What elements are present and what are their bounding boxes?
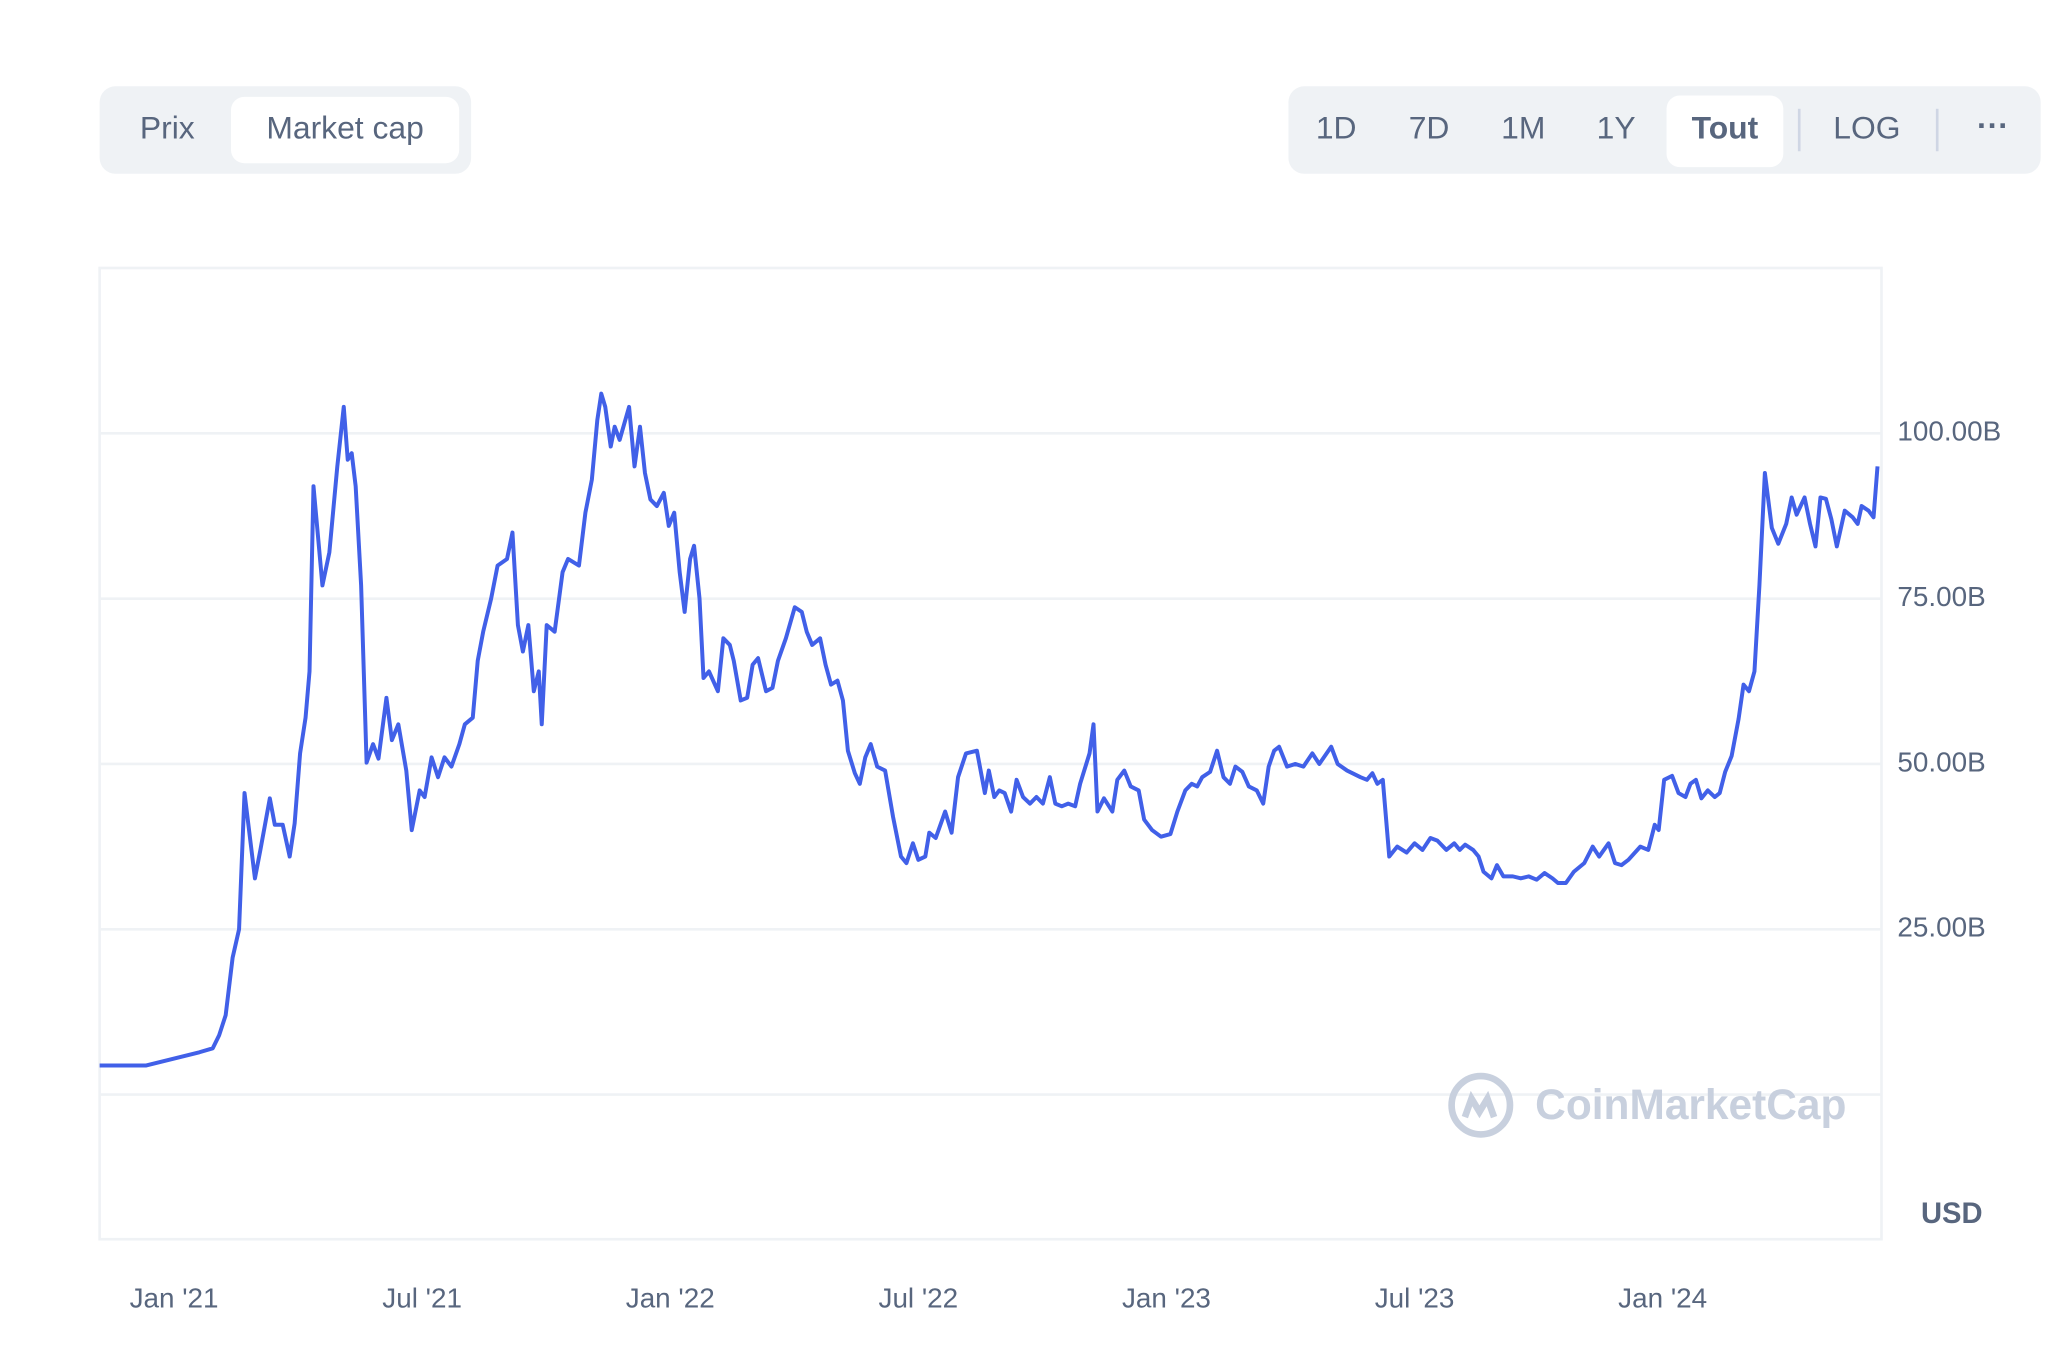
plot-frame bbox=[98, 266, 1883, 1241]
range-button[interactable]: LOG bbox=[1833, 109, 1900, 145]
range-button[interactable]: 7D bbox=[1409, 109, 1450, 145]
watermark: CoinMarketCap bbox=[1535, 1081, 1846, 1128]
range-button[interactable]: 1M bbox=[1501, 109, 1545, 145]
active-tab bbox=[230, 96, 460, 164]
x-tick-label: Jul '22 bbox=[879, 1283, 959, 1314]
tab-button[interactable]: Market cap bbox=[266, 109, 423, 145]
x-tick-label: Jan '22 bbox=[626, 1283, 715, 1314]
y-tick-label: 50.00B bbox=[1897, 746, 1985, 777]
currency-label: USD bbox=[1921, 1198, 1983, 1230]
range-button[interactable]: Tout bbox=[1692, 109, 1759, 145]
more-button[interactable]: ··· bbox=[1977, 107, 2009, 143]
y-tick-label: 25.00B bbox=[1897, 912, 1985, 943]
range-button[interactable]: 1D bbox=[1316, 109, 1357, 145]
x-tick-label: Jan '24 bbox=[1618, 1283, 1707, 1314]
tab-button[interactable]: Prix bbox=[140, 109, 195, 145]
y-tick-label: 100.00B bbox=[1897, 416, 2001, 447]
x-tick-label: Jan '23 bbox=[1122, 1283, 1211, 1314]
watermark-logo bbox=[1448, 1072, 1514, 1138]
market-cap-line bbox=[99, 391, 1880, 1068]
x-tick-label: Jul '23 bbox=[1375, 1283, 1455, 1314]
y-tick-label: 75.00B bbox=[1897, 581, 1985, 612]
range-toggle bbox=[1288, 86, 2041, 174]
x-tick-label: Jan '21 bbox=[130, 1283, 219, 1314]
range-button[interactable]: 1Y bbox=[1597, 109, 1636, 145]
x-tick-label: Jul '21 bbox=[382, 1283, 462, 1314]
active-range bbox=[1666, 95, 1784, 168]
